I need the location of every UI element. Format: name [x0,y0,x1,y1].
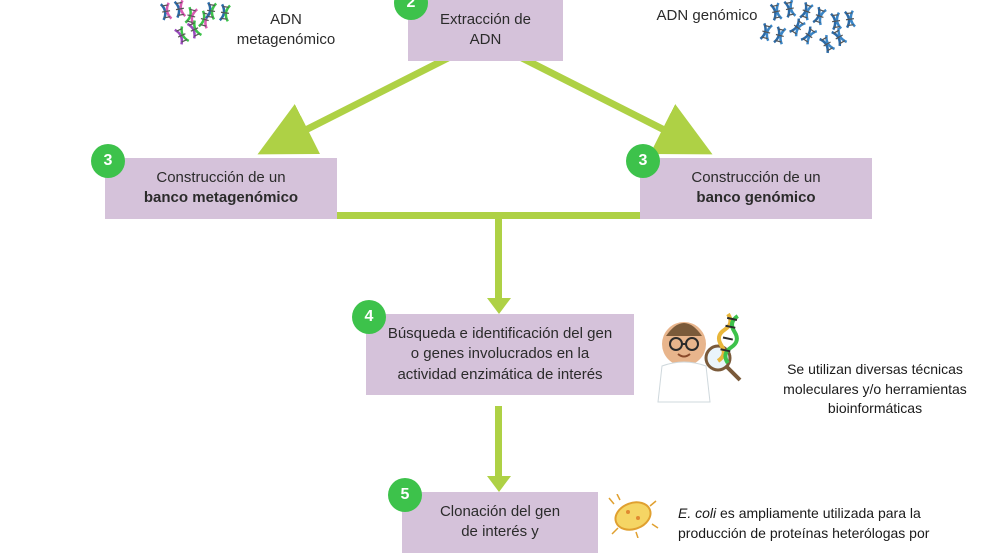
step-3b-number: 3 [626,144,660,178]
step-2-extraccion: 2 Extracción de ADN [408,0,563,61]
step-3a-bold: banco metagenómico [144,189,298,206]
step-4-label: Búsqueda e identificación del gen o gene… [388,325,612,383]
step-3b-banco-genomico: 3 Construcción de un banco genómico [640,158,872,219]
caption-step5: E. coli es ampliamente utilizada para la… [678,504,978,543]
arrow-head-4-5 [487,476,511,492]
step-3b-bold: banco genómico [696,189,815,206]
step-2-number: 2 [394,0,428,20]
label-adn-genomico: ADN genómico [642,6,772,26]
connector-mid-down [495,212,502,306]
step-5-number: 5 [388,478,422,512]
label-adn-metagenomico: ADN metagenómico [226,10,346,49]
scientist-icon [648,306,758,406]
bacterium-icon [606,494,660,538]
connector-horizontal [337,212,640,219]
step-3a-line1: Construcción de un [156,169,285,186]
step-2-label: Extracción de ADN [440,11,531,48]
step-3b-line1: Construcción de un [691,169,820,186]
caption-step4: Se utilizan diversas técnicas moleculare… [770,360,980,419]
step-3a-number: 3 [91,144,125,178]
connector-4-5 [495,406,502,484]
step-4-busqueda: 4 Búsqueda e identificación del gen o ge… [366,314,634,395]
step-5-line1: Clonación del gen [440,503,560,520]
arrow-head-mid [487,298,511,314]
step-5-clonacion: 5 Clonación del gen de interés y [402,492,598,553]
step-5-line2: de interés y [461,523,539,540]
step-3a-banco-metagenomico: 3 Construcción de un banco metagenómico [105,158,337,219]
step-4-number: 4 [352,300,386,334]
